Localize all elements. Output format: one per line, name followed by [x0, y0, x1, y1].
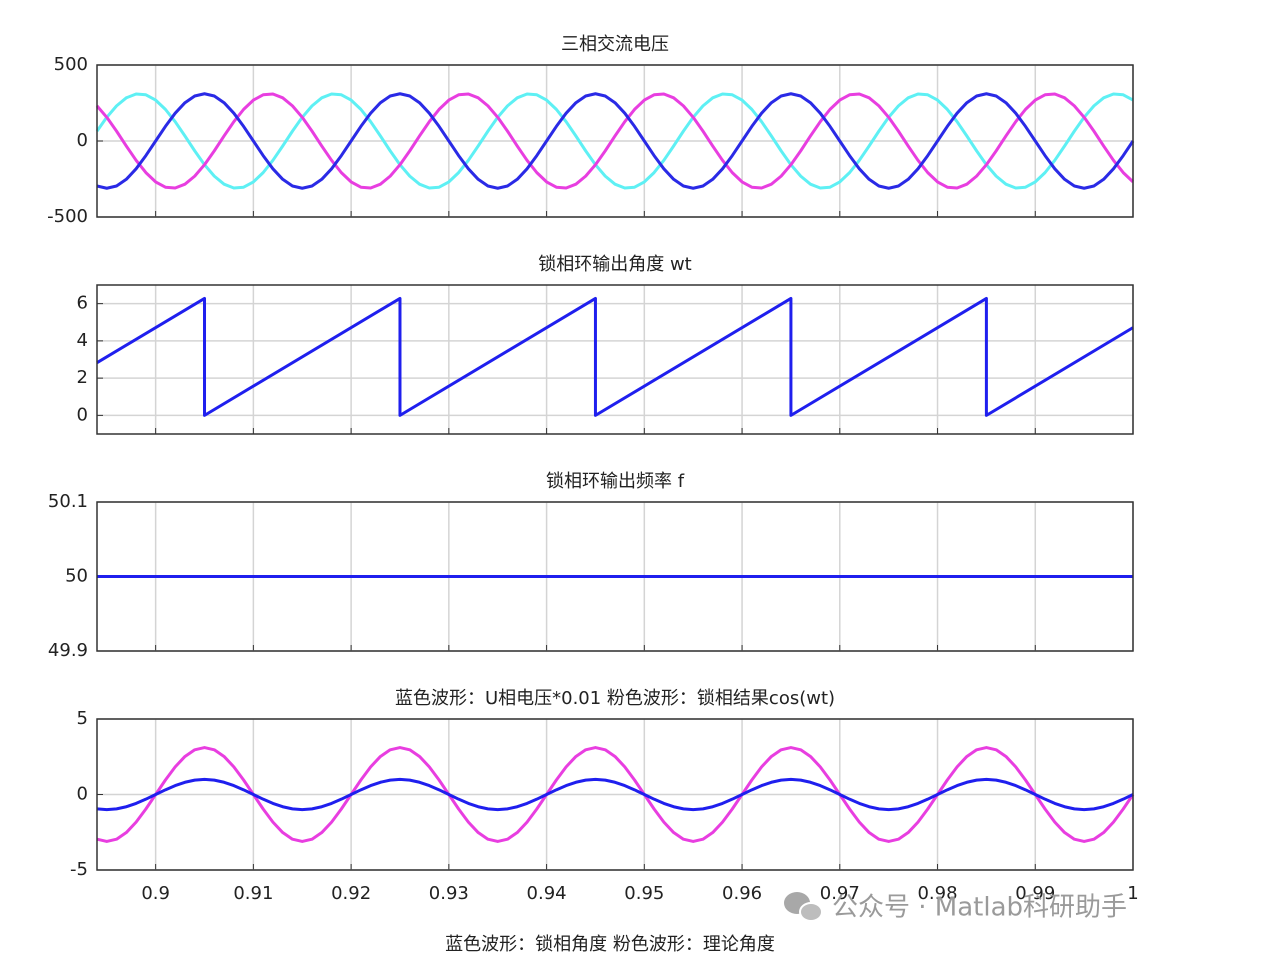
- series-line: [96, 777, 1134, 812]
- x-axis-label: 蓝色波形：锁相角度 粉色波形：理论角度: [445, 934, 775, 955]
- series-line: [96, 296, 1134, 417]
- y-tick-label: 6: [77, 293, 88, 314]
- y-tick-label: 50.1: [48, 491, 88, 512]
- y-tick-label: 500: [54, 54, 88, 75]
- y-tick-label: 4: [77, 330, 88, 351]
- y-tick-label: 49.9: [48, 640, 88, 661]
- subplot: 0 2 4 6 锁相环输出角度 wt: [77, 254, 1134, 435]
- y-tick-label: 0: [77, 130, 88, 151]
- x-tick-label: 0.99: [1015, 883, 1055, 904]
- y-tick-label: 0: [77, 404, 88, 425]
- subplot: 0.9 0.91 0.92 0.93 0.94 0.95 0.96 0.97 0.98 0.99 1…: [70, 688, 1139, 955]
- x-tick-label: 0.95: [624, 883, 664, 904]
- chart-title: 锁相环输出角度 wt: [538, 254, 692, 275]
- watermark-text: 公众号 · Matlab科研助手: [832, 893, 1127, 923]
- x-tick-label: 0.91: [233, 883, 273, 904]
- x-tick-label: 0.9: [141, 883, 170, 904]
- x-tick-label: 0.93: [429, 883, 469, 904]
- watermark: 公众号 · Matlab科研助手: [784, 892, 1127, 923]
- wechat-icon: [799, 902, 823, 922]
- series-line: [96, 92, 1135, 190]
- x-tick-label: 0.97: [820, 883, 860, 904]
- axes-frame: [96, 284, 1134, 435]
- axes-frame: [96, 501, 1134, 652]
- y-tick-label: 50: [65, 566, 88, 587]
- x-tick-label: 0.98: [917, 883, 957, 904]
- y-tick-label: 0: [77, 784, 88, 805]
- y-tick-label: 5: [77, 708, 88, 729]
- chart-title: 蓝色波形：U相电压*0.01 粉色波形：锁相结果cos(wt): [395, 688, 835, 709]
- x-tick-label: 0.96: [722, 883, 762, 904]
- axes-frame: [96, 64, 1134, 218]
- y-tick-label: -5: [70, 859, 88, 880]
- x-tick-label: 0.94: [527, 883, 567, 904]
- series-line: [96, 746, 1135, 843]
- y-tick-label: -500: [47, 206, 88, 227]
- series-line: [95, 92, 1135, 190]
- subplot: -500 0 500 三相交流电压: [47, 34, 1135, 227]
- axes-frame: [96, 718, 1134, 871]
- x-tick-label: 0.92: [331, 883, 371, 904]
- chart-title: 三相交流电压: [561, 34, 669, 55]
- plot-area: [97, 285, 1133, 434]
- y-tick-label: 2: [77, 367, 88, 388]
- chart-title: 锁相环输出频率 f: [546, 471, 685, 492]
- subplot: 49.9 50 50.1 锁相环输出频率 f: [48, 471, 1134, 661]
- x-tick-label: 1: [1127, 883, 1138, 904]
